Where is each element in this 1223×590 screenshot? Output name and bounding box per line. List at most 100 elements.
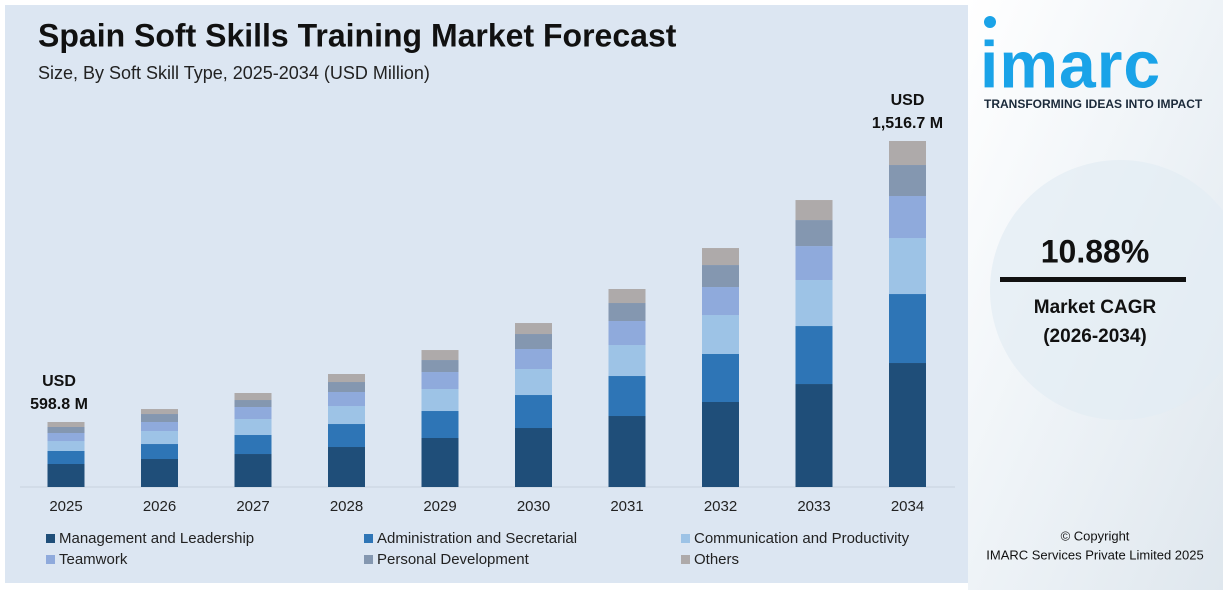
bar-segment — [141, 422, 178, 432]
bar-segment — [608, 345, 646, 377]
bar-segment — [421, 350, 459, 361]
bar-segment — [141, 409, 178, 415]
company: IMARC Services Private Limited 2025 — [986, 547, 1203, 562]
bar-segment — [889, 196, 926, 239]
copyright: © Copyright — [1061, 528, 1130, 543]
bar-segment — [328, 447, 365, 487]
bar-segment — [141, 459, 178, 487]
bar-segment — [328, 392, 365, 407]
bar-segment — [47, 422, 85, 428]
cagr-value: 10.88% — [1041, 233, 1150, 269]
tagline: TRANSFORMING IDEAS INTO IMPACT — [984, 97, 1203, 111]
legend-swatch — [681, 555, 690, 564]
legend-swatch — [46, 534, 55, 543]
bar-segment — [702, 248, 739, 266]
bar-segment — [702, 354, 739, 403]
bar-segment — [328, 424, 365, 448]
bar-segment — [702, 402, 739, 487]
chart-title: Spain Soft Skills Training Market Foreca… — [38, 17, 677, 53]
bar-segment — [795, 326, 833, 385]
bar-segment — [515, 428, 552, 487]
bar-segment — [141, 414, 178, 423]
bar-segment — [702, 287, 739, 316]
bar-segment — [421, 389, 459, 412]
bar-segment — [234, 407, 272, 420]
x-tick-label: 2030 — [517, 498, 550, 515]
bar-segment — [515, 323, 552, 335]
bar-segment — [141, 431, 178, 445]
side-decoration — [990, 160, 1223, 420]
bar-segment — [889, 141, 926, 166]
bar-segment — [795, 246, 833, 281]
x-tick-label: 2028 — [330, 498, 363, 515]
legend-label: Management and Leadership — [59, 530, 254, 547]
cagr-label: Market CAGR — [1034, 297, 1157, 318]
bar-segment — [795, 220, 833, 247]
x-tick-label: 2034 — [891, 498, 924, 515]
legend-label: Administration and Secretarial — [377, 530, 577, 547]
bar-segment — [328, 382, 365, 393]
legend-label: Others — [694, 551, 739, 568]
total-label: USD — [891, 92, 925, 109]
bar-segment — [234, 419, 272, 436]
legend-swatch — [364, 534, 373, 543]
bar-segment — [234, 393, 272, 401]
x-tick-label: 2029 — [423, 498, 456, 515]
bar-segment — [889, 294, 926, 364]
bar-segment — [608, 303, 646, 322]
bar-segment — [795, 280, 833, 327]
bar-segment — [47, 427, 85, 434]
bar-segment — [421, 411, 459, 438]
x-tick-label: 2026 — [143, 498, 176, 515]
logo-dot — [984, 16, 996, 28]
bar-segment — [421, 372, 459, 390]
bar-segment — [47, 464, 85, 487]
bar-segment — [47, 451, 85, 465]
bar-segment — [515, 349, 552, 370]
logo: imarc — [980, 27, 1161, 101]
bar-segment — [795, 200, 833, 221]
bar-segment — [328, 406, 365, 425]
bar-segment — [47, 441, 85, 452]
bar-segment — [608, 416, 646, 487]
x-tick-label: 2031 — [610, 498, 643, 515]
bar-segment — [889, 363, 926, 487]
x-tick-label: 2025 — [49, 498, 82, 515]
total-label: 1,516.7 M — [872, 115, 943, 132]
bar-segment — [515, 369, 552, 396]
bar-segment — [234, 454, 272, 487]
bar-segment — [608, 321, 646, 346]
legend-swatch — [46, 555, 55, 564]
legend-swatch — [681, 534, 690, 543]
bar-segment — [702, 315, 739, 355]
bar-segment — [421, 360, 459, 373]
legend-label: Communication and Productivity — [694, 530, 910, 547]
bar-segment — [328, 374, 365, 383]
legend-label: Personal Development — [377, 551, 530, 568]
bar-segment — [234, 435, 272, 455]
bar-segment — [702, 265, 739, 288]
cagr-period: (2026-2034) — [1043, 326, 1147, 347]
bar-segment — [515, 395, 552, 429]
x-tick-label: 2027 — [236, 498, 269, 515]
total-label: 598.8 M — [30, 396, 88, 413]
bar-segment — [795, 384, 833, 487]
bar-segment — [608, 376, 646, 417]
x-tick-label: 2032 — [704, 498, 737, 515]
bar-segment — [47, 433, 85, 442]
bar-segment — [889, 238, 926, 295]
legend-swatch — [364, 555, 373, 564]
bar-segment — [515, 334, 552, 350]
bar-segment — [889, 165, 926, 197]
legend-label: Teamwork — [59, 551, 128, 568]
cagr-divider — [1000, 277, 1186, 282]
bar-segment — [421, 437, 459, 487]
bar-segment — [234, 400, 272, 408]
x-tick-label: 2033 — [797, 498, 830, 515]
total-label: USD — [42, 373, 76, 390]
bar-segment — [141, 444, 178, 460]
chart-subtitle: Size, By Soft Skill Type, 2025-2034 (USD… — [38, 63, 430, 83]
bar-segment — [608, 289, 646, 304]
